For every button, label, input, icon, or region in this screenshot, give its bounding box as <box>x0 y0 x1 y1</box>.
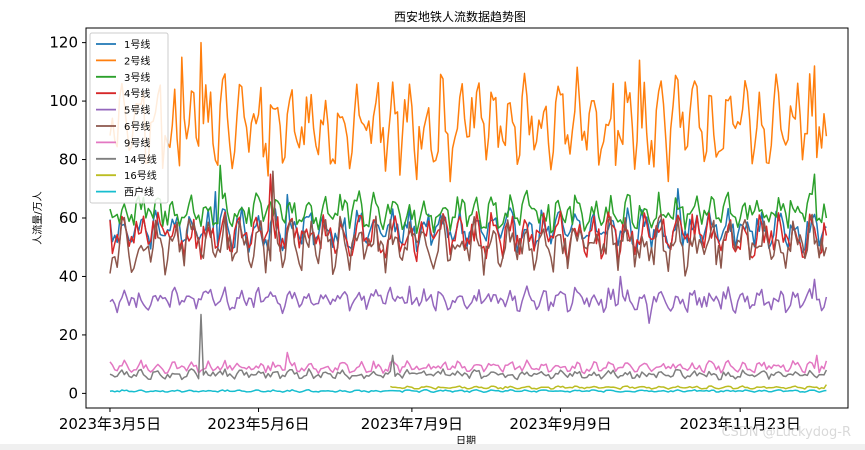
series-line <box>109 170 828 277</box>
y-tick-label: 80 <box>59 151 78 169</box>
series-line <box>109 351 828 375</box>
legend-entry: 4号线 <box>124 87 150 100</box>
x-tick-label: 2023年11月23日 <box>679 415 800 433</box>
bottom-strip <box>0 444 865 450</box>
series-line <box>109 313 828 381</box>
y-tick-label: 20 <box>59 326 78 344</box>
series-line <box>390 384 828 390</box>
legend-box <box>89 32 169 204</box>
legend-entry: 3号线 <box>124 71 150 84</box>
x-tick-label: 2023年3月5日 <box>59 415 161 433</box>
chart-title: 西安地铁人流数据趋势图 <box>394 9 526 24</box>
legend-entry: 14号线 <box>124 153 157 166</box>
legend-entry: 9号线 <box>124 136 150 149</box>
x-tick-label: 2023年5月6日 <box>207 415 309 433</box>
x-tick-label: 2023年9月9日 <box>509 415 611 433</box>
plot-area: 0 20 40 60 80 100 120 2023年3月5日 2023年5月6日 2023年7月… <box>49 27 849 433</box>
legend-entry: 16号线 <box>124 169 157 182</box>
series-line <box>109 164 828 234</box>
watermark: CSDN @Luckydog-R <box>721 425 851 440</box>
x-tick-label: 2023年7月9日 <box>361 415 463 433</box>
series-line <box>109 173 828 263</box>
legend-entry: 西户线 <box>124 186 154 199</box>
y-tick-label: 0 <box>68 384 78 402</box>
y-tick-label: 60 <box>59 209 78 227</box>
legend-entry: 1号线 <box>124 38 150 51</box>
y-tick-label: 100 <box>49 92 78 110</box>
y-tick-label: 120 <box>49 34 78 52</box>
y-axis-label: 人流量/万人 <box>31 191 44 244</box>
series-line <box>109 41 828 183</box>
legend-entry: 6号线 <box>124 120 150 133</box>
y-tick-label: 40 <box>59 267 78 285</box>
series-line <box>109 388 827 394</box>
legend-entry: 2号线 <box>124 54 150 67</box>
series-line <box>109 275 828 324</box>
legend-entry: 5号线 <box>124 104 150 117</box>
